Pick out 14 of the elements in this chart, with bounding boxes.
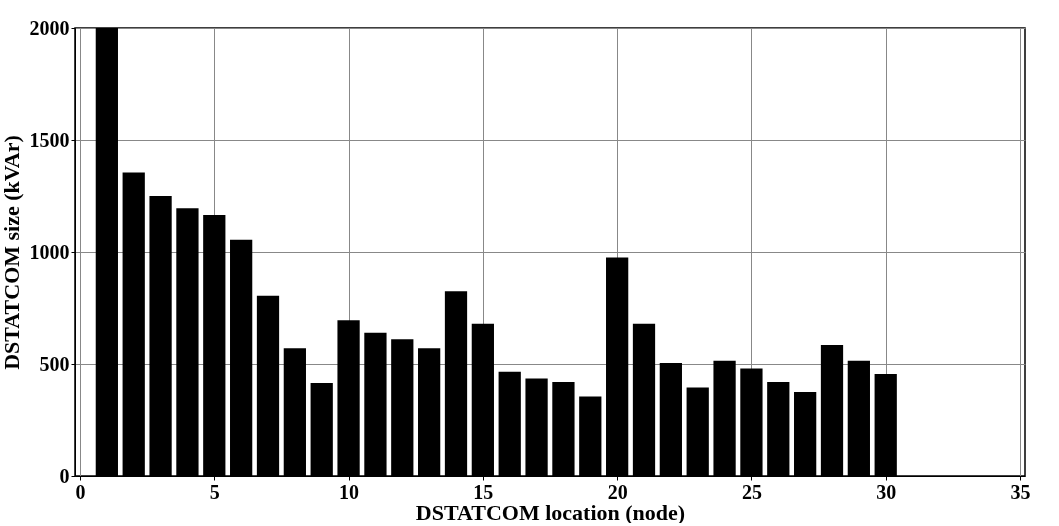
x-tick-label: 15	[473, 480, 494, 503]
x-tick-label: 20	[607, 480, 628, 503]
y-tick-label: 2000	[29, 16, 70, 39]
y-axis-title: DSTATCOM size (kVAr)	[0, 135, 24, 370]
x-tick-label: 10	[339, 480, 360, 503]
y-tick-label: 1500	[29, 128, 70, 151]
x-tick-label: 30	[876, 480, 897, 503]
y-tick-label: 500	[39, 352, 70, 375]
y-tick-label: 1000	[29, 240, 70, 263]
x-tick-label: 0	[75, 480, 86, 503]
y-tick-label: 0	[59, 464, 70, 487]
x-tick-label: 25	[741, 480, 762, 503]
x-tick-label: 5	[209, 480, 220, 503]
x-tick-label: 35	[1010, 480, 1031, 503]
